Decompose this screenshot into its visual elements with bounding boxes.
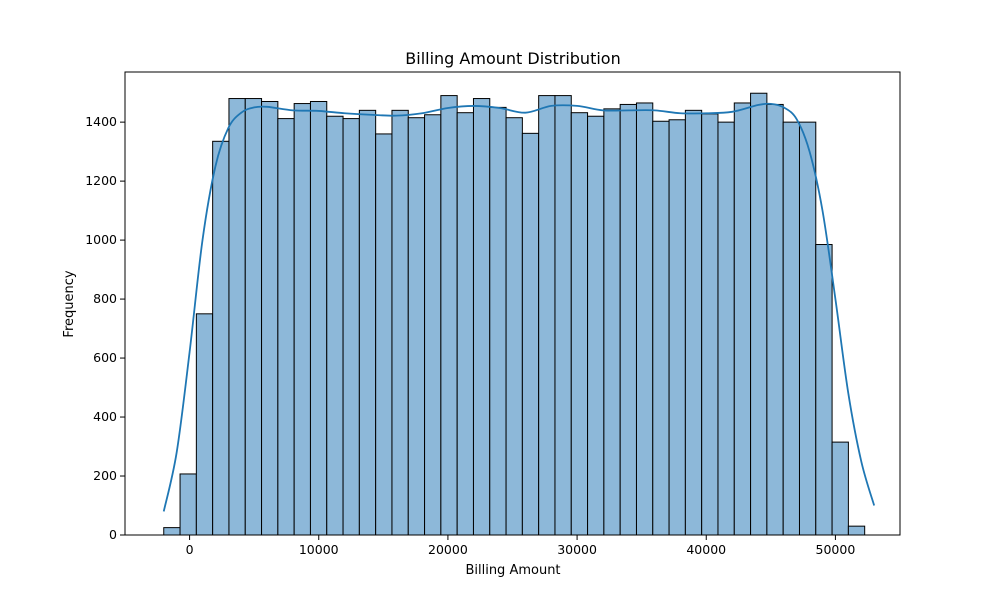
histogram-bar [815,244,833,536]
histogram-bar [668,119,686,536]
histogram-bar [717,121,735,536]
y-tick-label: 1000 [85,232,117,247]
histogram-bar [635,102,654,536]
x-tick-label: 20000 [428,542,468,557]
histogram-bar [489,106,507,536]
x-tick-label: 30000 [557,542,597,557]
histogram-bar [407,117,426,536]
histogram-bar [798,121,817,536]
x-axis-ticks: 0 10000 20000 30000 40000 50000 [186,535,856,557]
histogram-bar [603,108,621,536]
histogram-bar [472,98,491,536]
y-axis-label: Frequency [62,270,77,337]
histogram-bar [212,140,230,536]
histogram-bar [375,133,393,536]
x-tick-label: 40000 [686,542,726,557]
y-axis-ticks: 0 200 400 600 800 1000 1200 1400 [85,114,125,542]
histogram-bar [163,527,181,536]
histogram-bar [424,114,442,536]
histogram-bar [440,95,458,536]
histogram-bar [684,109,703,536]
histogram-bar [391,109,409,536]
histogram-bar [521,132,540,536]
histogram-bar [293,103,311,536]
chart-title: Billing Amount Distribution [405,49,620,68]
x-tick-label: 0 [186,542,194,557]
x-axis-label: Billing Amount [465,563,560,578]
histogram-bar [570,112,589,536]
histogram-bar [766,103,784,536]
histogram-bar [619,103,637,536]
y-tick-label: 600 [93,350,117,365]
y-tick-label: 200 [93,468,117,483]
histogram-bar [342,118,360,536]
histogram-bar [195,313,214,536]
histogram-bar [309,100,328,536]
histogram-bar [831,441,849,536]
histogram-bar [179,473,197,536]
histogram-bar [538,95,556,536]
x-tick-label: 50000 [816,542,856,557]
x-tick-label: 10000 [299,542,339,557]
histogram-bar [244,98,263,536]
plot-frame [124,71,901,536]
histogram-bar [554,95,572,536]
histogram-bar [326,115,344,536]
histogram-bars [163,92,866,536]
histogram-bar [277,118,295,536]
y-tick-label: 400 [93,409,117,424]
histogram-bar [750,92,768,536]
y-tick-label: 0 [109,527,117,542]
histogram-bar [228,98,246,536]
histogram-bar [733,102,752,536]
y-tick-label: 1400 [85,114,117,129]
histogram-bar [782,121,800,536]
histogram-bar [358,109,377,536]
histogram-bar [701,113,719,536]
histogram-bar [847,525,866,536]
histogram-bar [261,100,279,536]
kde-curve [162,102,876,512]
histogram-bar [652,120,670,536]
histogram-bar [505,117,523,536]
histogram-bar [587,115,605,536]
y-tick-label: 1200 [85,173,117,188]
histogram-bar [456,112,474,536]
y-tick-label: 800 [93,291,117,306]
